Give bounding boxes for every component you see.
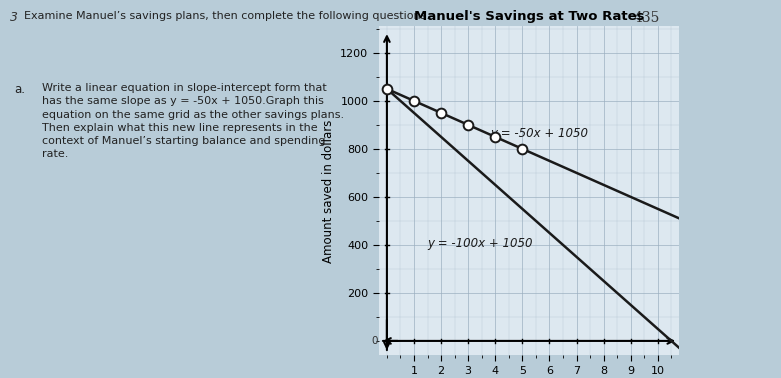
Title: Manuel's Savings at Two Rates: Manuel's Savings at Two Rates [414, 9, 644, 23]
Text: Examine Manuel’s savings plans, then complete the following questions.: Examine Manuel’s savings plans, then com… [24, 11, 430, 21]
Text: 3: 3 [10, 11, 19, 24]
Text: Write a linear equation in slope-intercept form that
has the same slope as y = -: Write a linear equation in slope-interce… [41, 83, 344, 159]
Text: 0: 0 [371, 336, 377, 346]
Text: a.: a. [14, 83, 25, 96]
Text: 435: 435 [634, 11, 661, 25]
Y-axis label: Amount saved in dollars: Amount saved in dollars [322, 119, 335, 263]
Text: y = -50x + 1050: y = -50x + 1050 [490, 127, 588, 140]
Text: y = -100x + 1050: y = -100x + 1050 [427, 237, 533, 250]
